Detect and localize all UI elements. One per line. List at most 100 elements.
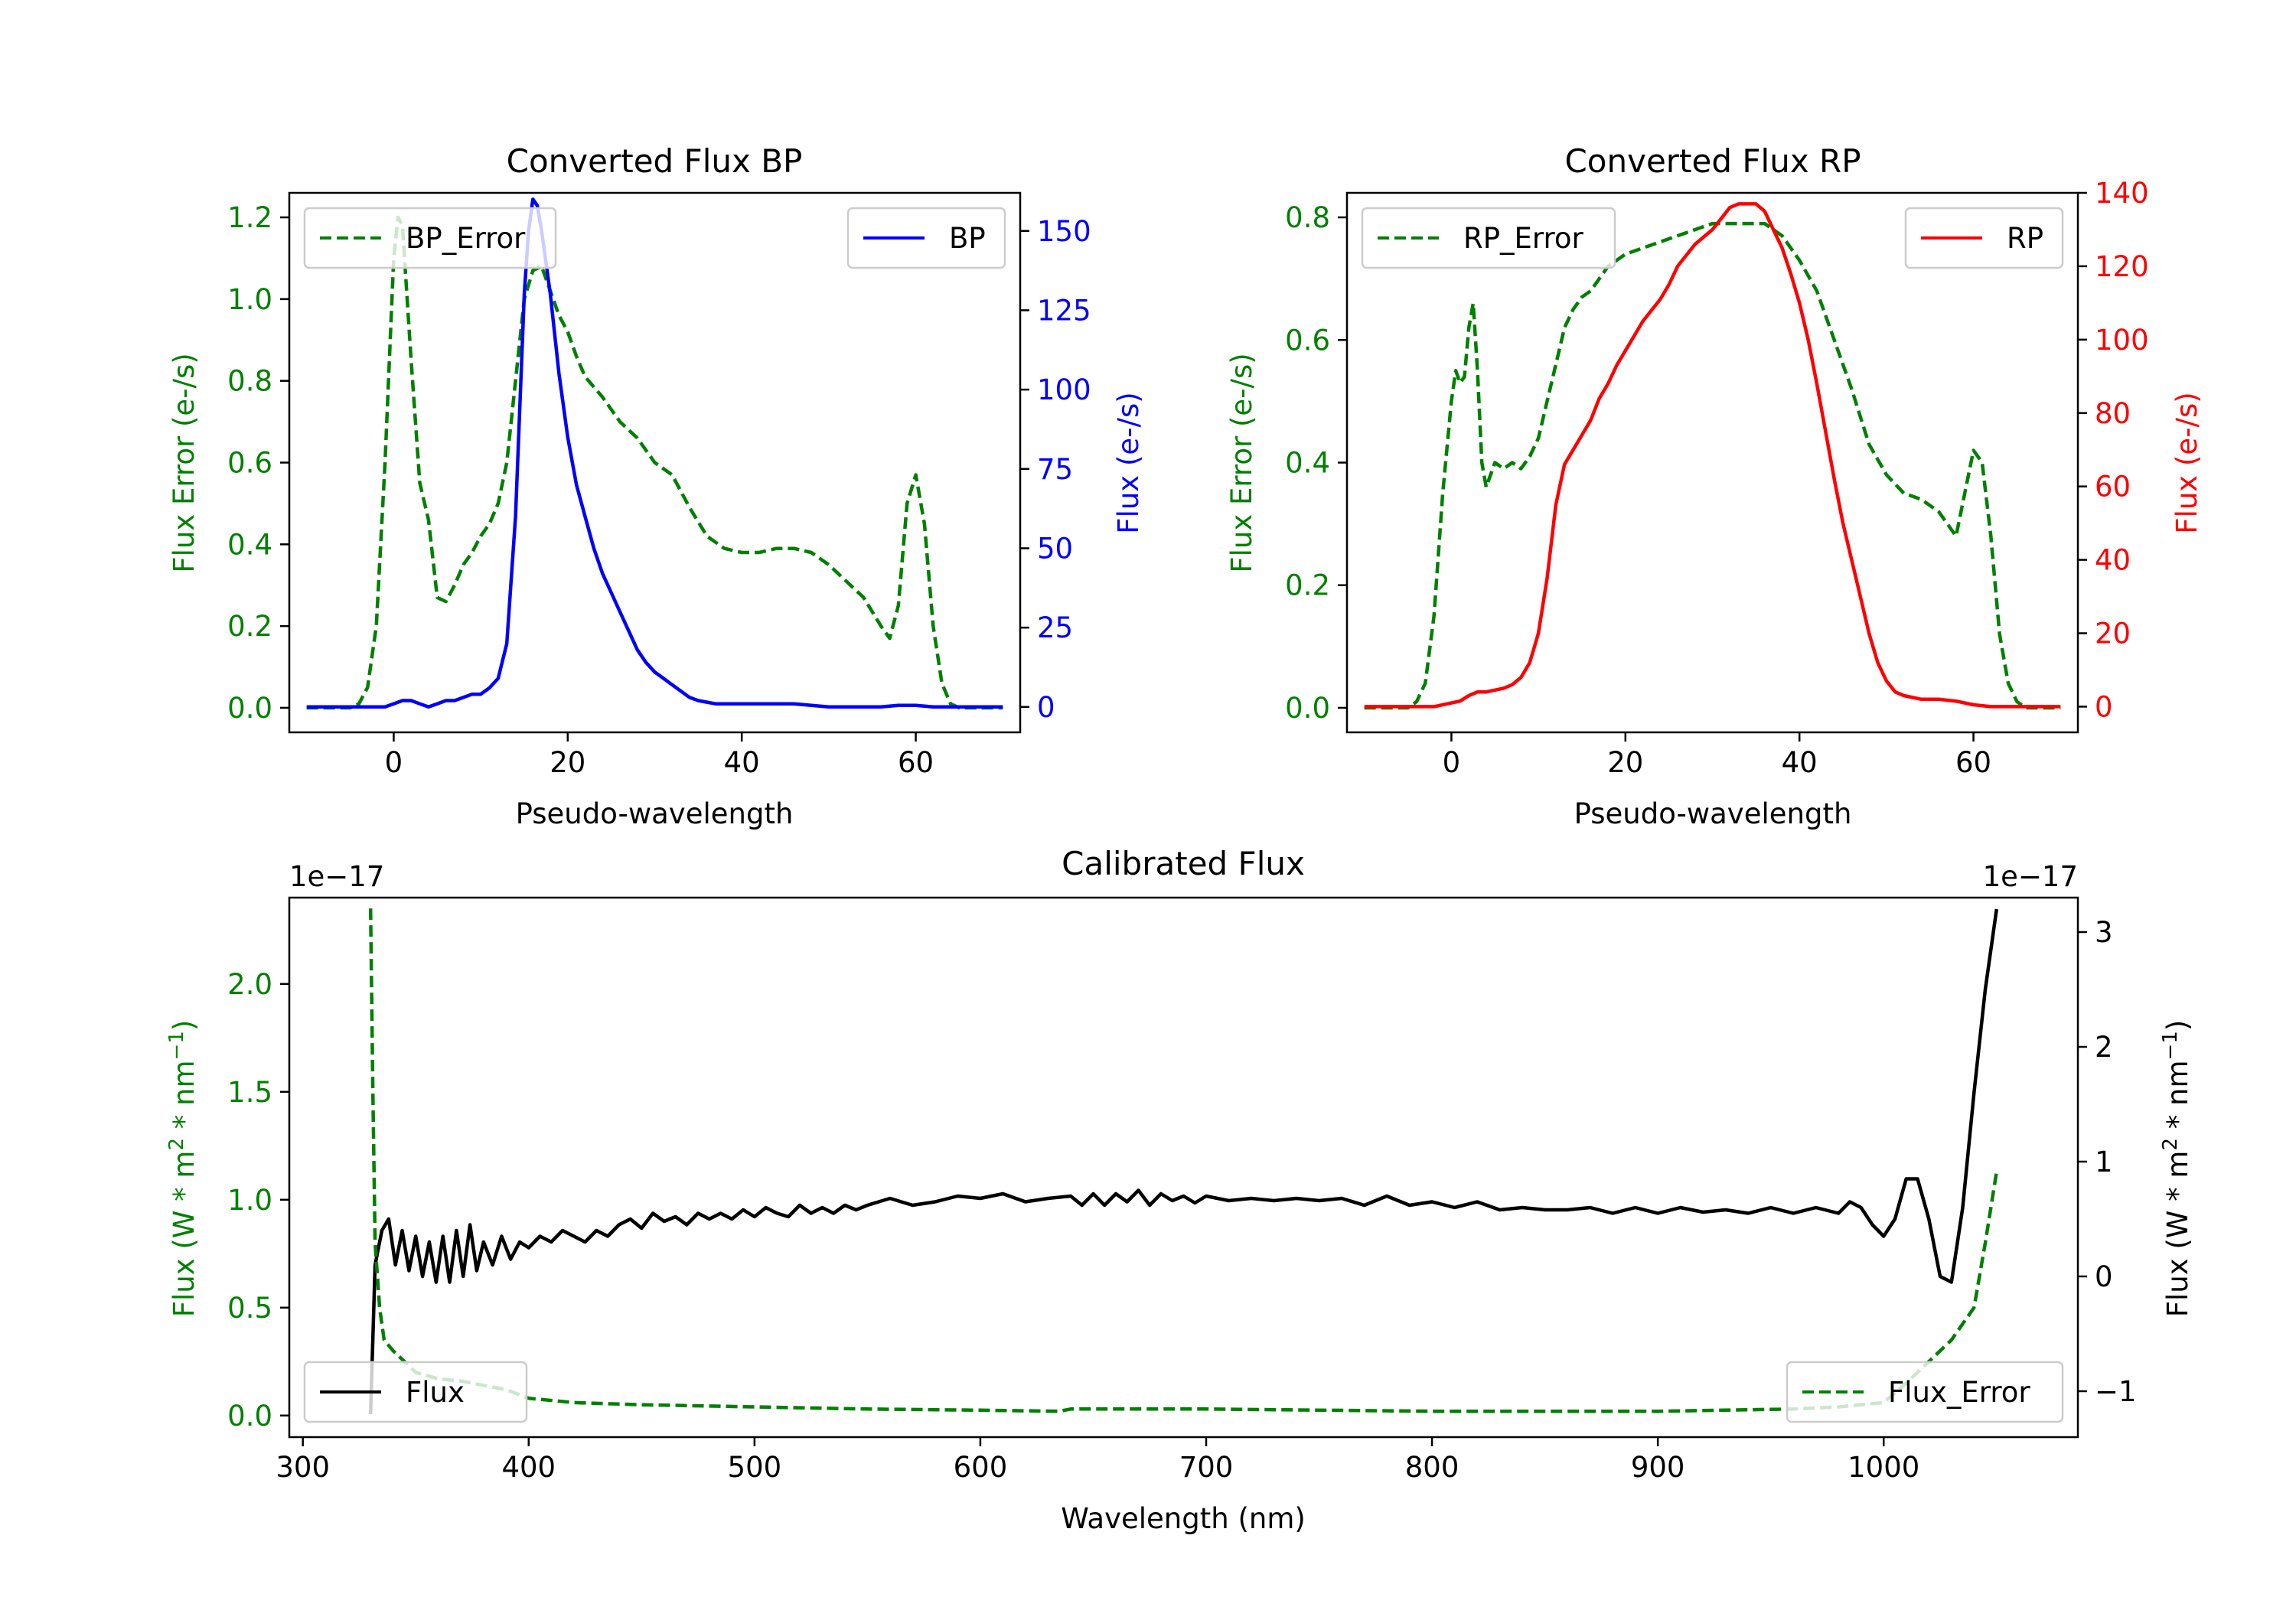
- bp-right-axis-label: Flux (e-/s): [1112, 392, 1145, 533]
- cal-left-offset: 1e−17: [289, 860, 384, 893]
- bp-left-tick-label: 0.8: [227, 365, 272, 398]
- cal-left-label-sup2: −1: [165, 1031, 188, 1060]
- cal-plot-area: [368, 908, 1999, 1415]
- cal-right-label-main: Flux (W * m: [2161, 1151, 2194, 1318]
- cal-error-legend-label: Flux_Error: [1888, 1376, 2030, 1409]
- rp-x-tick-label: 60: [1955, 746, 1991, 779]
- rp-right-tick-label: 40: [2095, 544, 2131, 577]
- rp-error-legend-label: RP_Error: [1463, 222, 1583, 255]
- rp-x-ticks: 0 20 40 60: [1443, 732, 1991, 779]
- cal-x-tick-label: 400: [501, 1451, 556, 1484]
- cal-right-tick-label: 1: [2095, 1146, 2113, 1178]
- cal-chart: Calibrated Flux 300 400 500 600 700 800 900 100…: [165, 845, 2194, 1535]
- bp-series-bp: [306, 197, 1003, 709]
- rp-left-ticks: 0.0 0.2 0.4 0.6 0.8: [1285, 201, 1347, 725]
- cal-x-label: Wavelength (nm): [1061, 1502, 1306, 1535]
- cal-left-tick-label: 2.0: [227, 968, 272, 1001]
- rp-series-rp-error: [1364, 221, 2061, 710]
- bp-error-legend-box: [303, 207, 557, 269]
- rp-plot-area: [1364, 202, 2061, 710]
- rp-legend-label: RP: [2007, 222, 2043, 255]
- cal-right-label-mid: * nm: [2161, 1060, 2194, 1138]
- bp-legend-label: BP: [949, 222, 986, 255]
- rp-right-tick-label: 60: [2095, 471, 2131, 504]
- rp-series-rp: [1364, 202, 2061, 709]
- cal-left-tick-label: 0.5: [227, 1292, 272, 1325]
- bp-error-legend-label: BP_Error: [406, 222, 526, 255]
- rp-error-legend-box: [1361, 207, 1616, 269]
- rp-right-ticks: 0 20 40 60 80 100 120 140: [2078, 177, 2149, 723]
- cal-right-ticks: −1 0 1 2 3: [2078, 916, 2137, 1408]
- rp-left-axis-label: Flux Error (e-/s): [1225, 353, 1258, 572]
- cal-right-label-end: ): [2161, 1020, 2194, 1031]
- bp-left-axis-label: Flux Error (e-/s): [168, 353, 201, 572]
- cal-x-tick-label: 1000: [1848, 1451, 1919, 1484]
- bp-x-label: Pseudo-wavelength: [516, 797, 794, 830]
- rp-left-tick-label: 0.0: [1285, 692, 1330, 725]
- cal-right-tick-label: −1: [2095, 1375, 2137, 1408]
- bp-x-tick-label: 20: [550, 746, 585, 779]
- bp-left-ticks: 0.0 0.2 0.4 0.6 0.8 1.0 1.2: [227, 201, 289, 725]
- cal-left-label-main: Flux (W * m: [168, 1151, 201, 1318]
- rp-legend-box: [1904, 207, 2064, 269]
- rp-right-tick-label: 80: [2095, 397, 2131, 430]
- cal-x-tick-label: 600: [954, 1451, 1008, 1484]
- rp-right-tick-label: 100: [2095, 324, 2149, 357]
- cal-left-tick-label: 1.0: [227, 1184, 272, 1217]
- bp-legend: BP: [846, 207, 1006, 269]
- cal-flux-legend-label: Flux: [406, 1376, 465, 1409]
- cal-right-tick-label: 3: [2095, 916, 2113, 949]
- bp-x-ticks: 0 20 40 60: [385, 732, 934, 779]
- bp-right-tick-label: 100: [1037, 373, 1091, 406]
- bp-left-tick-label: 0.6: [227, 447, 272, 480]
- cal-x-tick-label: 900: [1631, 1451, 1685, 1484]
- cal-left-axis-label: Flux (W * m2 * nm−1): [165, 1020, 201, 1318]
- rp-legend: RP: [1904, 207, 2064, 269]
- rp-title: Converted Flux RP: [1564, 142, 1861, 180]
- bp-right-tick-label: 125: [1037, 294, 1091, 327]
- cal-series-flux-error: [368, 908, 1999, 1413]
- rp-right-tick-label: 140: [2095, 177, 2149, 210]
- bp-right-tick-label: 75: [1037, 453, 1073, 486]
- rp-error-legend: RP_Error: [1361, 207, 1616, 269]
- rp-chart: Converted Flux RP 0 20 40 60 0.00.20.40.60.…: [1225, 142, 2203, 830]
- bp-left-tick-label: 0.4: [227, 528, 272, 561]
- rp-axes-frame: [1345, 191, 2079, 734]
- rp-right-tick-label: 0: [2095, 690, 2113, 723]
- cal-right-label-sup1: 2: [2159, 1138, 2182, 1151]
- cal-error-legend: Flux_Error: [1786, 1361, 2064, 1423]
- cal-title: Calibrated Flux: [1062, 845, 1305, 882]
- rp-right-axis-label: Flux (e-/s): [2170, 392, 2203, 533]
- bp-series-bp-error: [306, 215, 1003, 710]
- cal-axes-frame: [288, 896, 2079, 1439]
- cal-left-label-mid: * nm: [168, 1060, 201, 1138]
- bp-x-tick-label: 0: [385, 746, 403, 779]
- rp-x-tick-label: 40: [1782, 746, 1818, 779]
- bp-x-tick-label: 60: [898, 746, 934, 779]
- cal-error-legend-box: [1786, 1361, 2064, 1423]
- cal-right-label-sup2: −1: [2159, 1031, 2182, 1060]
- rp-right-tick-label: 120: [2095, 250, 2149, 283]
- rp-left-tick-label: 0.2: [1285, 569, 1330, 602]
- cal-right-tick-label: 2: [2095, 1031, 2113, 1064]
- cal-right-offset: 1e−17: [1983, 860, 2078, 893]
- cal-left-tick-label: 0.0: [227, 1400, 272, 1433]
- rp-x-tick-label: 20: [1607, 746, 1643, 779]
- bp-left-tick-label: 0.0: [227, 692, 272, 725]
- bp-right-tick-label: 0: [1037, 691, 1055, 724]
- bp-right-tick-label: 25: [1037, 611, 1073, 644]
- bp-left-tick-label: 0.2: [227, 610, 272, 643]
- bp-right-tick-label: 150: [1037, 215, 1091, 248]
- cal-right-axis-label: Flux (W * m2 * nm−1): [2159, 1020, 2194, 1318]
- bp-title: Converted Flux BP: [507, 142, 803, 180]
- rp-left-tick-label: 0.4: [1285, 447, 1330, 480]
- cal-left-label-sup1: 2: [165, 1138, 188, 1151]
- cal-left-tick-label: 1.5: [227, 1076, 272, 1109]
- cal-x-ticks: 300 400 500 600 700 800 900 1000: [276, 1437, 1919, 1484]
- cal-right-tick-label: 0: [2095, 1260, 2113, 1293]
- rp-x-label: Pseudo-wavelength: [1574, 797, 1852, 830]
- bp-error-legend: BP_Error: [303, 207, 557, 269]
- rp-left-tick-label: 0.6: [1285, 324, 1330, 357]
- bp-x-tick-label: 40: [724, 746, 760, 779]
